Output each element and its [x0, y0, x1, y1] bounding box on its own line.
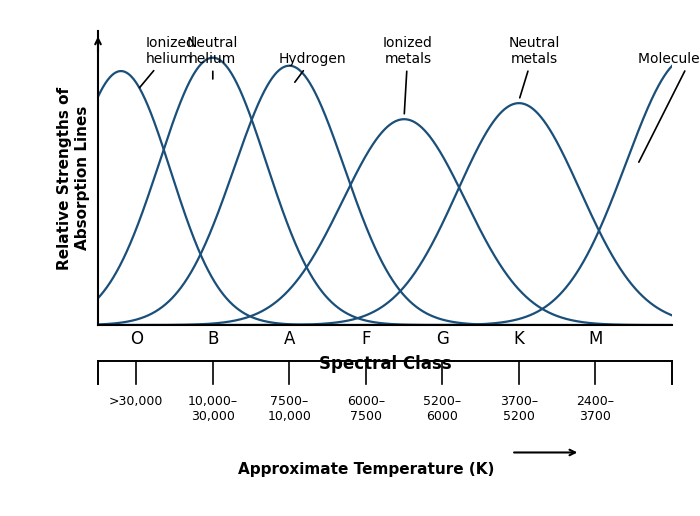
Text: >30,000: >30,000 [109, 395, 164, 408]
Text: Neutral
helium: Neutral helium [187, 36, 239, 79]
Text: Approximate Temperature (K): Approximate Temperature (K) [238, 462, 494, 477]
Text: Neutral
metals: Neutral metals [509, 36, 560, 98]
Text: Hydrogen: Hydrogen [279, 52, 346, 82]
Text: 10,000–
30,000: 10,000– 30,000 [188, 395, 238, 423]
Text: Ionized
helium: Ionized helium [139, 36, 195, 88]
X-axis label: Spectral Class: Spectral Class [318, 355, 452, 373]
Text: 6000–
7500: 6000– 7500 [346, 395, 385, 423]
Text: 5200–
6000: 5200– 6000 [424, 395, 461, 423]
Text: 2400–
3700: 2400– 3700 [577, 395, 615, 423]
Text: 3700–
5200: 3700– 5200 [500, 395, 538, 423]
Text: 7500–
10,000: 7500– 10,000 [267, 395, 312, 423]
Text: Molecules (TiO): Molecules (TiO) [638, 52, 700, 162]
Y-axis label: Relative Strengths of
Absorption Lines: Relative Strengths of Absorption Lines [57, 87, 90, 269]
Text: Ionized
metals: Ionized metals [383, 36, 433, 114]
